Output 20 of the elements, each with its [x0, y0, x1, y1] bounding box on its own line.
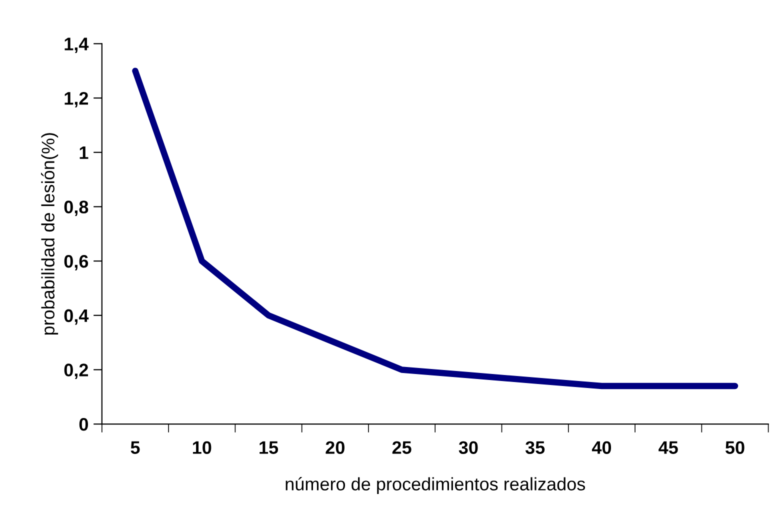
x-tick-label: 20 — [326, 441, 344, 454]
x-tick-label: 50 — [726, 441, 744, 454]
y-tick-label: 0,8 — [64, 200, 88, 216]
x-tick-label: 40 — [592, 441, 612, 454]
x-tick-label: 5 — [130, 441, 140, 454]
y-tick-label: 1,2 — [64, 92, 88, 108]
x-axis-title: número de procedimientos realizados — [286, 476, 586, 494]
x-tick-label: 25 — [392, 441, 412, 454]
x-tick-label: 15 — [260, 441, 278, 454]
y-tick-label: 1,4 — [64, 38, 89, 54]
y-tick-label: 0,2 — [64, 364, 88, 380]
x-tick-label: 10 — [192, 441, 212, 454]
y-tick-label: 0,4 — [64, 309, 89, 325]
y-tick-label: 0 — [79, 418, 88, 431]
y-tick-label: 0,6 — [64, 254, 88, 270]
y-axis-title: probabilidad de lesión(%) — [41, 133, 58, 335]
x-tick-label: 30 — [458, 441, 478, 454]
x-tick-label: 45 — [658, 441, 678, 454]
y-tick-label: 1 — [80, 146, 88, 159]
x-tick-label: 35 — [525, 441, 545, 454]
